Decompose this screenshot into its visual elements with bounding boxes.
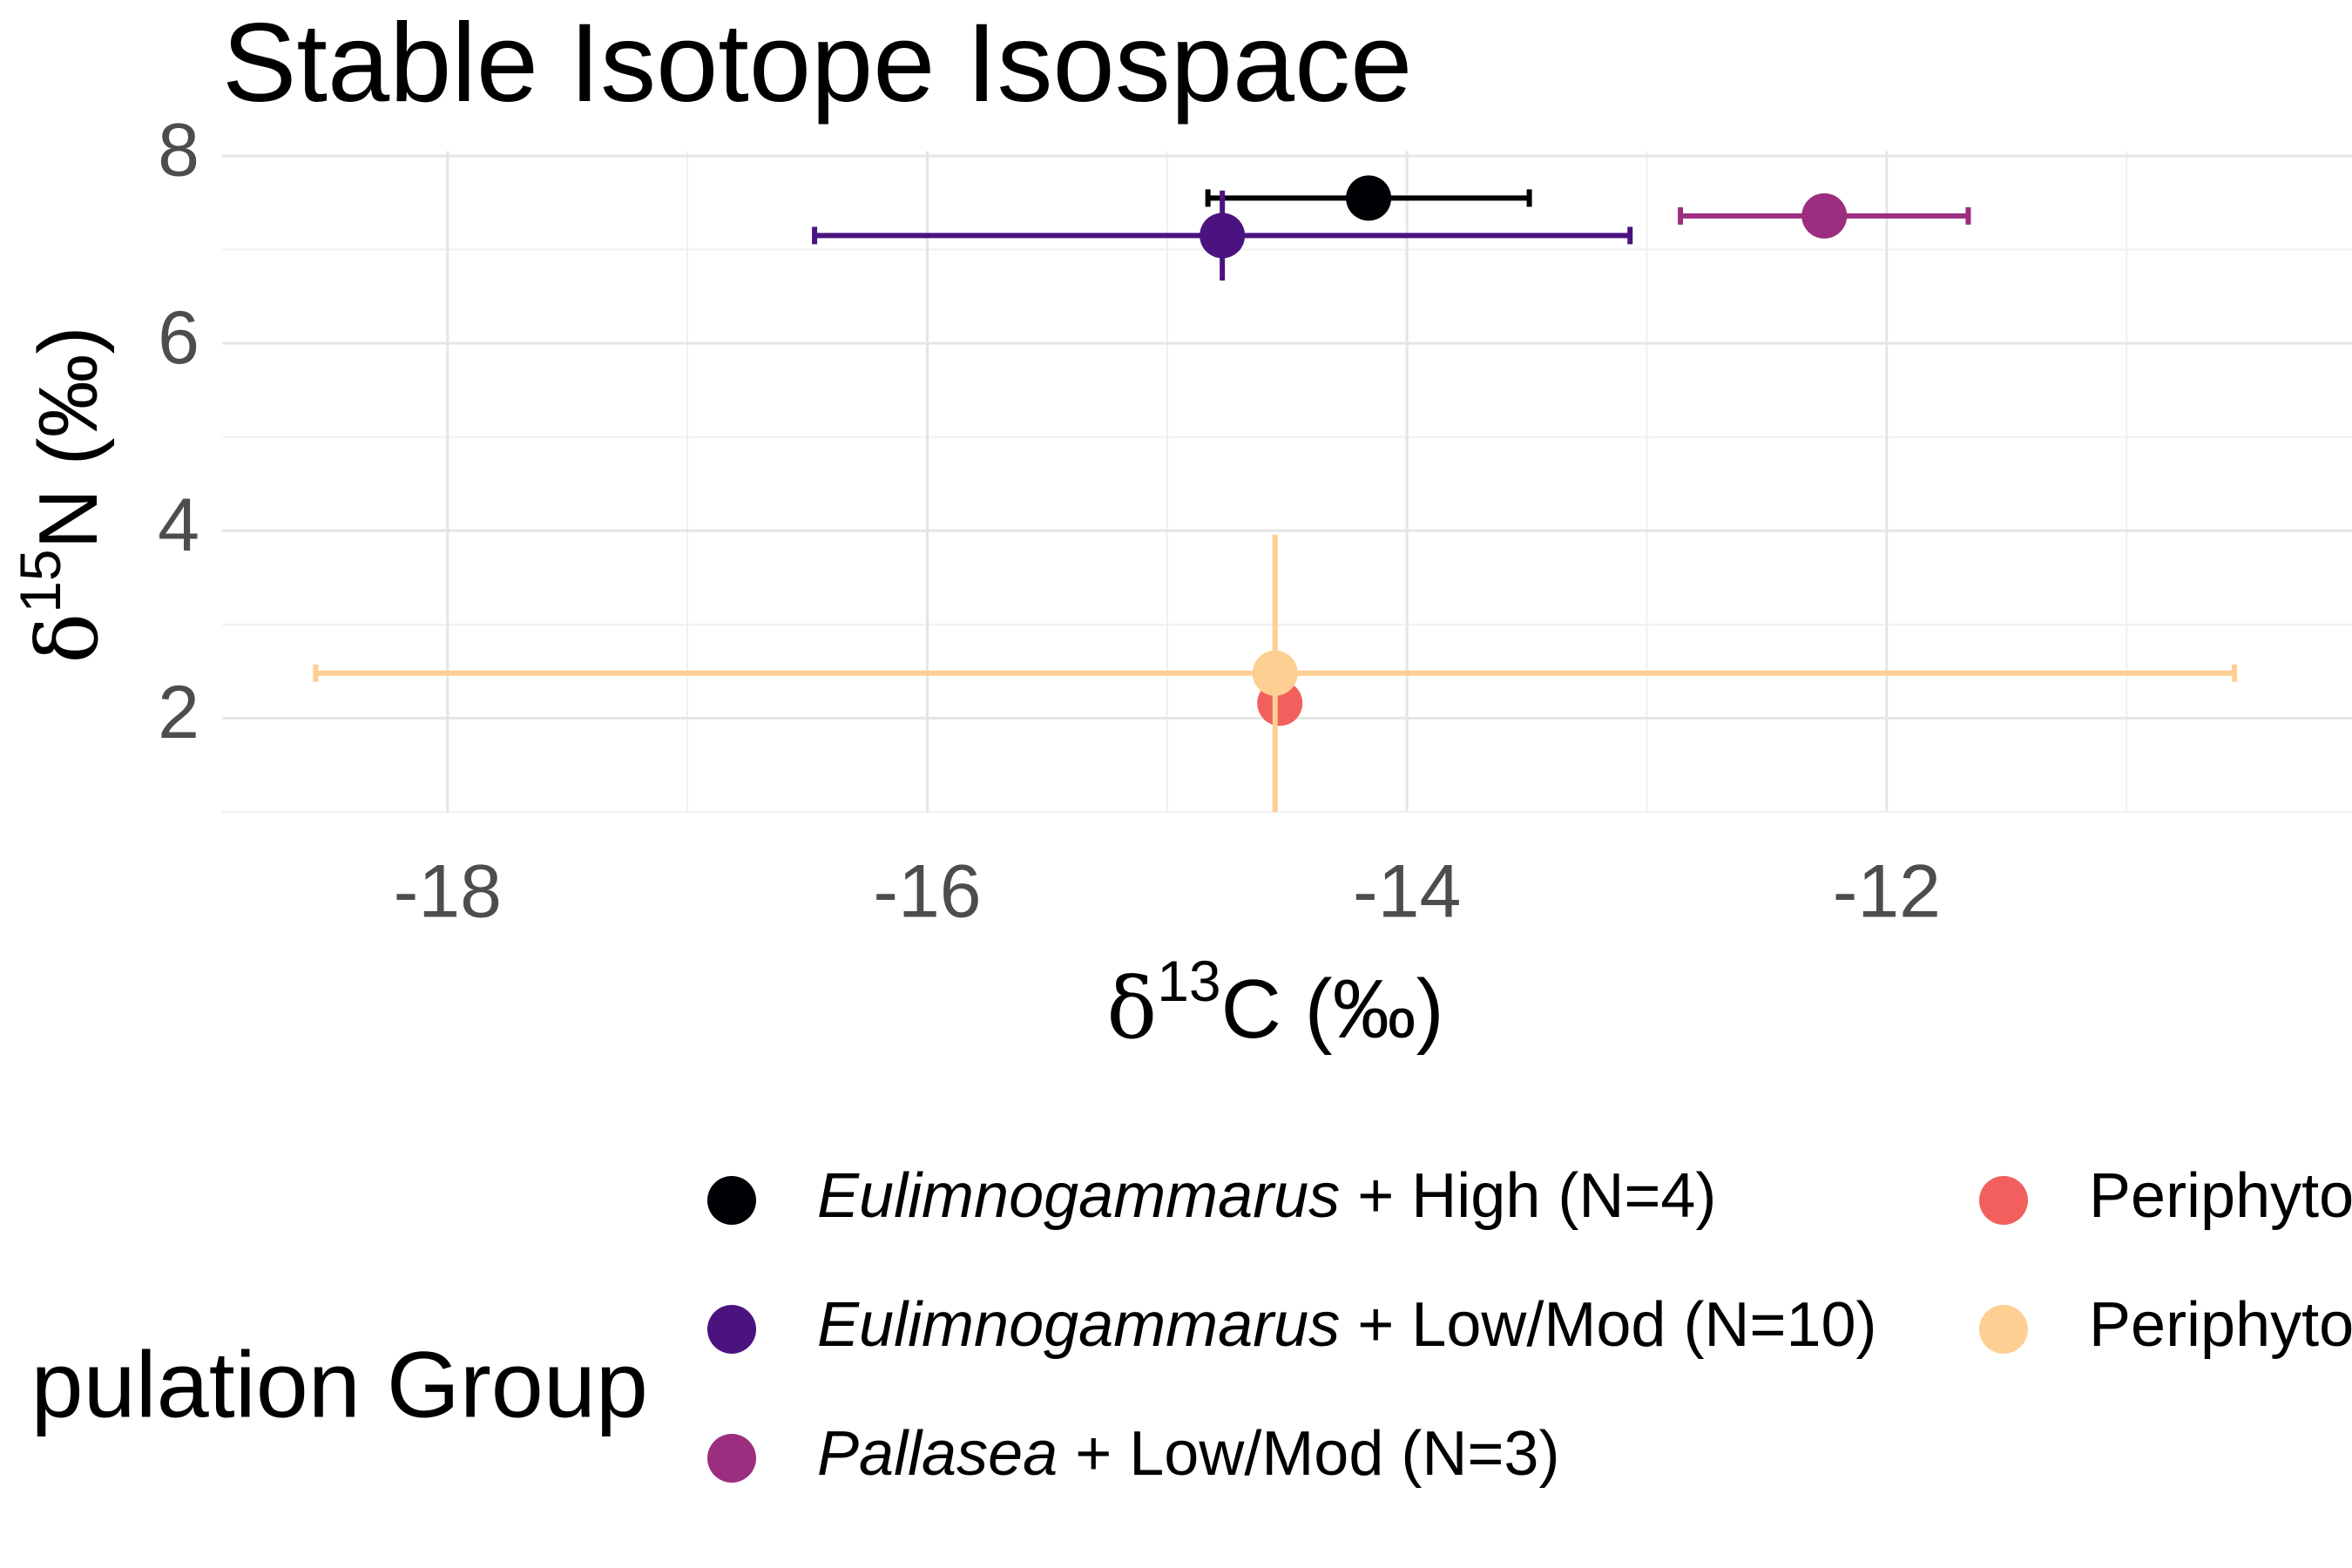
legend-label: Eulimnogammarus + High (N=4) [817,1161,1716,1231]
x_label-axis-title: δ13C (‰) [1106,949,1443,1058]
axis-title-text: C (‰) [1221,963,1444,1056]
legend-label: Periphyto [2089,1290,2352,1360]
axis-title-text: N (‰) [22,326,115,549]
y_label-axis-title: δ15N (‰) [8,326,117,663]
axis-title-sup: 13 [1157,949,1220,1013]
x-tick-label: -12 [1833,850,1941,934]
point [1200,213,1246,259]
point [1346,175,1392,221]
legend-marker [1979,1176,2028,1225]
legend-marker [707,1305,756,1354]
x-tick-label: -16 [873,850,981,934]
y-tick-label: 8 [158,109,199,193]
point [1252,650,1298,696]
y-tick-label: 2 [158,671,199,754]
axis-title-sup: 15 [8,549,72,612]
axis-title-symbol: δ [1106,960,1157,1058]
legend-label: Eulimnogammarus + Low/Mod (N=10) [817,1290,1877,1360]
legend-title: pulation Group [31,1332,649,1437]
y-tick-label: 6 [158,296,199,380]
chart-title: Stable Isotope Isospace [222,1,1412,125]
y-tick-label: 4 [158,483,199,567]
legend-marker [1979,1305,2028,1354]
x-tick-label: -18 [394,850,502,934]
x-tick-label: -14 [1353,850,1461,934]
legend-label: Pallasea + Low/Mod (N=3) [817,1419,1559,1489]
legend-marker [707,1176,756,1225]
legend-label: Periphyto [2089,1161,2352,1231]
legend-marker [707,1434,756,1483]
axis-title-symbol: δ [19,613,117,664]
point [1801,193,1848,239]
